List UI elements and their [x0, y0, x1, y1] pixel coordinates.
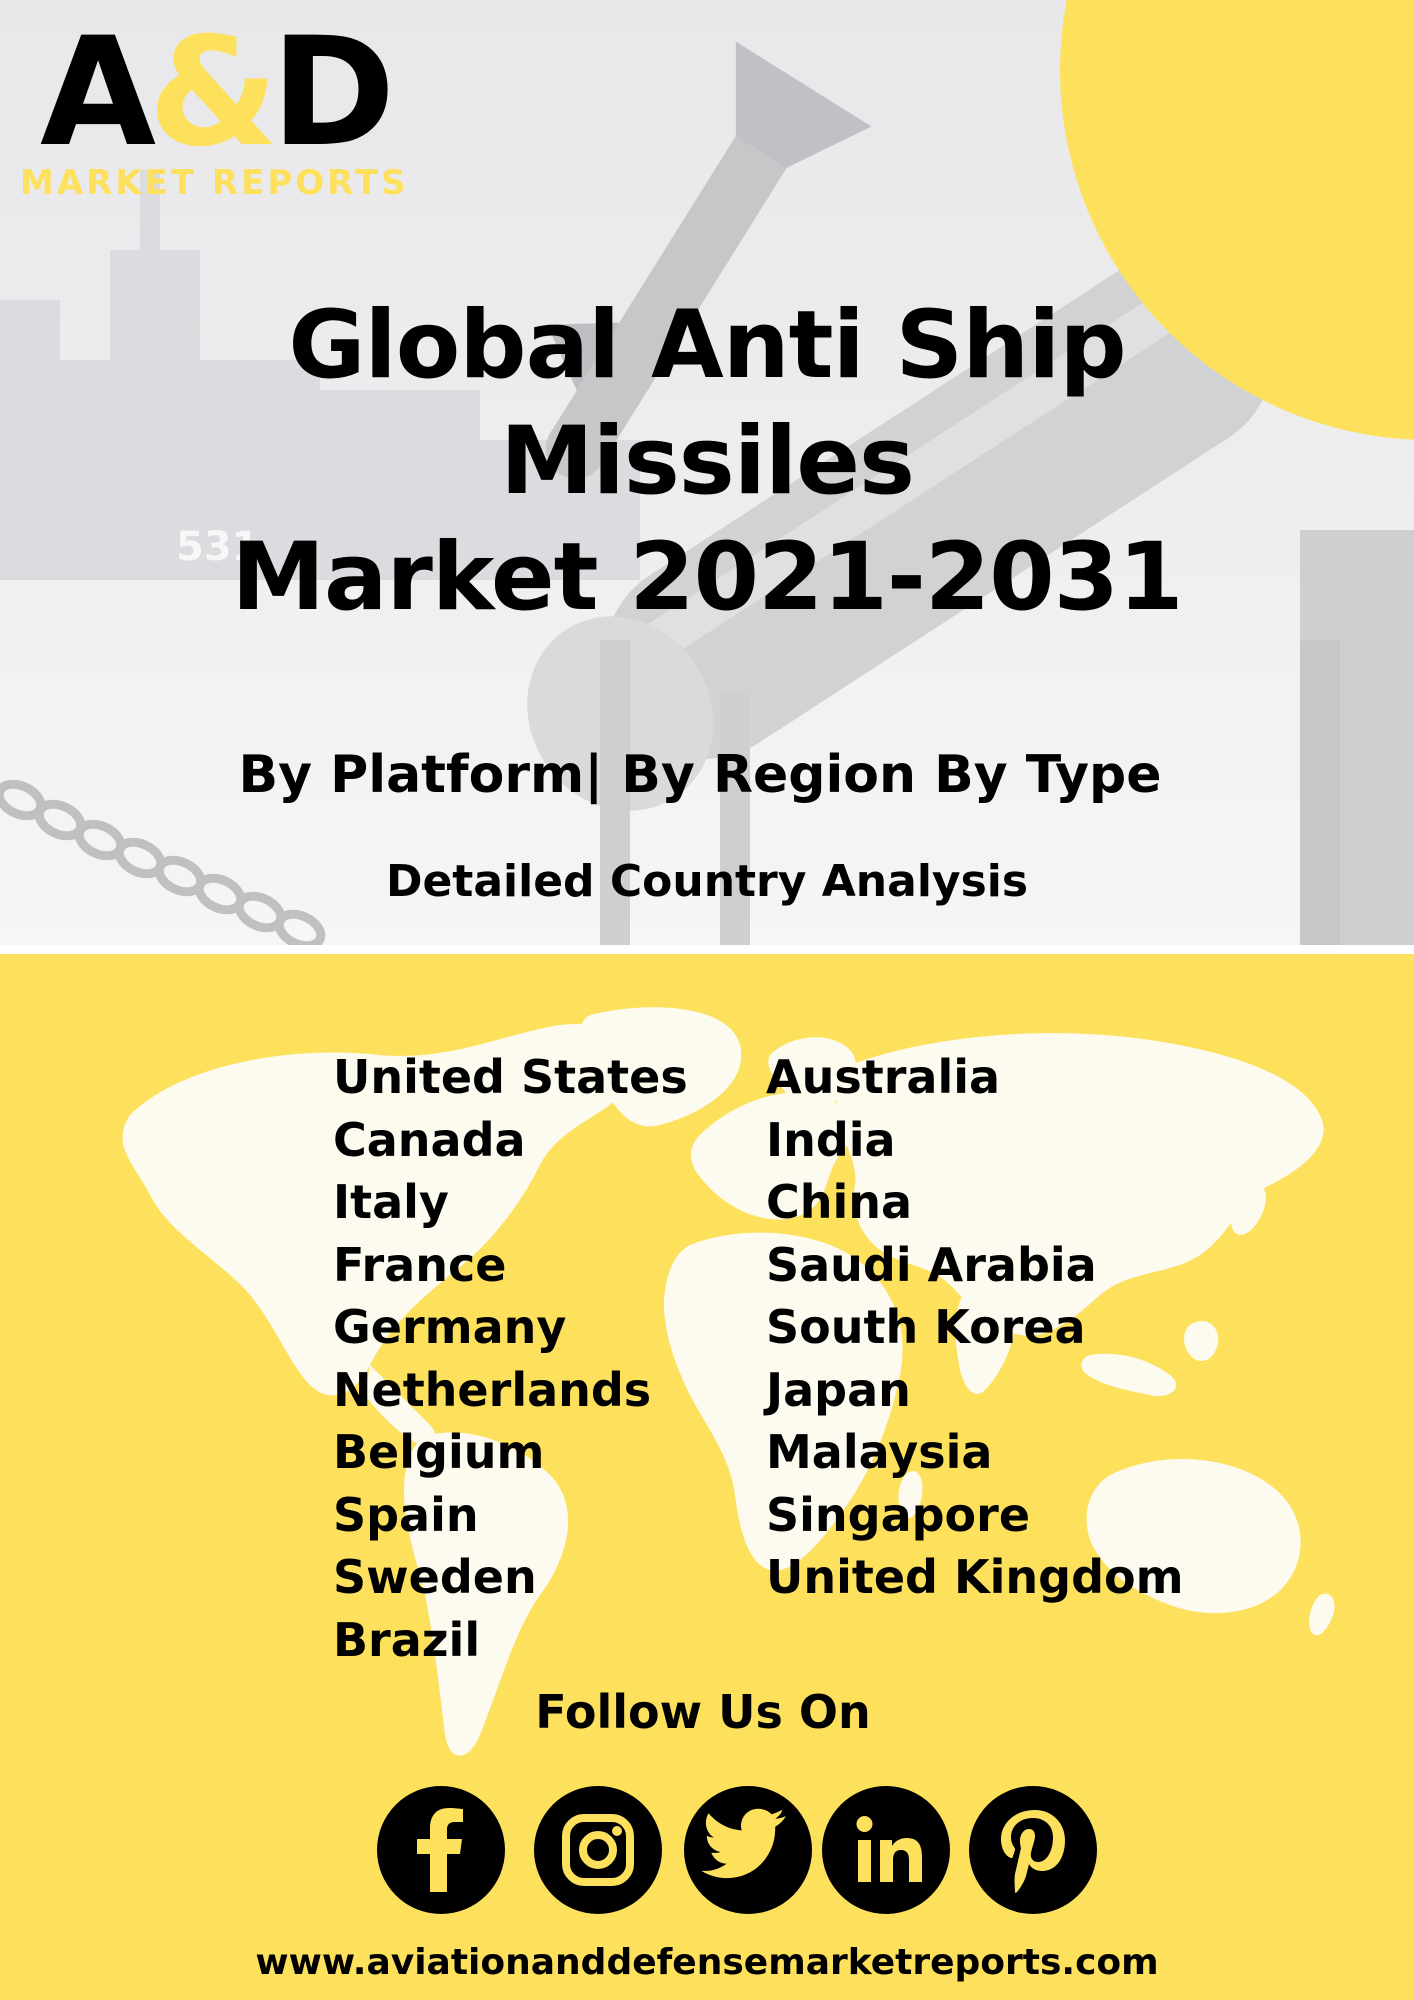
- follow-heading: Follow Us On: [535, 1685, 871, 1739]
- list-item: Singapore: [766, 1487, 1031, 1542]
- list-item: Spain: [333, 1487, 479, 1542]
- list-item: Malaysia: [766, 1425, 993, 1479]
- list-item: Australia: [766, 1050, 1001, 1104]
- logo-tagline: MARKET REPORTS: [20, 163, 409, 203]
- world-map-background: [122, 1007, 1335, 1756]
- list-item: Canada: [333, 1112, 526, 1167]
- list-item: France: [333, 1237, 507, 1292]
- list-item: Netherlands: [333, 1362, 652, 1417]
- page-title: Global Anti Ship Missiles Market 2021-20…: [0, 288, 1414, 636]
- list-item: United Kingdom: [766, 1550, 1184, 1604]
- list-item: China: [766, 1175, 913, 1229]
- twitter-icon[interactable]: [684, 1786, 812, 1914]
- list-item: Saudi Arabia: [766, 1237, 1097, 1292]
- list-item: United States: [333, 1050, 688, 1104]
- pinterest-icon[interactable]: [969, 1786, 1097, 1914]
- list-item: Sweden: [333, 1550, 537, 1604]
- detail-heading: Detailed Country Analysis: [385, 856, 1029, 907]
- title-line-1: Global Anti Ship: [288, 291, 1126, 400]
- list-item: Japan: [766, 1362, 911, 1417]
- linkedin-icon[interactable]: [822, 1786, 950, 1914]
- country-list-right: Australia India China Saudi Arabia South…: [766, 1046, 1184, 1609]
- title-line-2: Missiles: [500, 407, 915, 516]
- hull-number: 531: [176, 524, 260, 570]
- list-item: Germany: [333, 1300, 567, 1354]
- country-list-left: United States Canada Italy France German…: [333, 1046, 688, 1671]
- hero-photo: 531: [0, 0, 1414, 945]
- list-item: Brazil: [333, 1612, 481, 1667]
- facebook-icon[interactable]: [377, 1786, 505, 1914]
- segmentation-subtitle: By Platform| By Region By Type: [238, 745, 1162, 805]
- list-item: Belgium: [333, 1425, 545, 1479]
- brand-logo[interactable]: A&D MARKET REPORTS: [18, 18, 468, 208]
- instagram-icon[interactable]: [534, 1786, 662, 1914]
- list-item: India: [766, 1112, 896, 1167]
- section-divider: [0, 945, 1414, 954]
- website-link[interactable]: www.aviationanddefensemarketreports.com: [255, 1942, 1159, 1983]
- title-line-3: Market 2021-2031: [231, 523, 1184, 632]
- logo-wordmark: A&D: [40, 6, 395, 180]
- list-item: Italy: [333, 1175, 449, 1229]
- list-item: South Korea: [766, 1300, 1086, 1354]
